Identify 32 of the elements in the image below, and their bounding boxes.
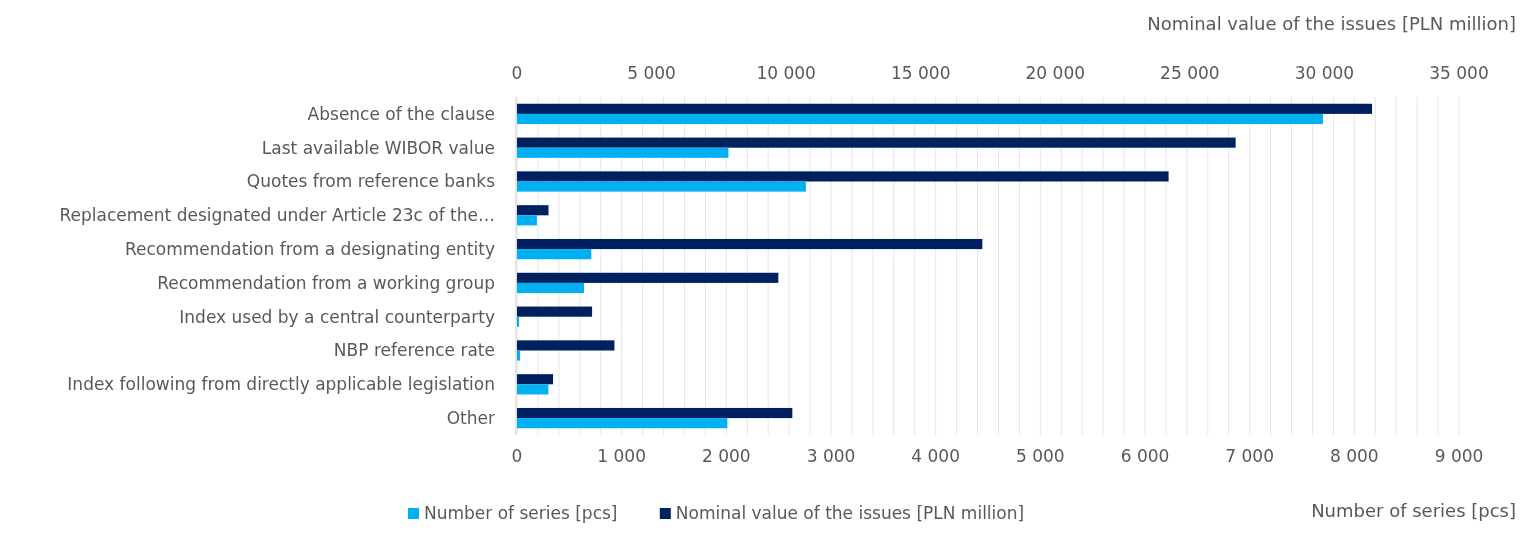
y-tick-label: Replacement designated under Article 23c of the… [59,205,495,226]
y-tick-label: NBP reference rate [333,340,495,361]
legend-label: Nominal value of the issues [PLN million] [675,503,1025,523]
x2-tick-label: 5 000 [627,63,676,83]
y-tick-label: Absence of the clause [307,103,495,124]
x2-axis-title: Nominal value of the issues [PLN million] [1147,13,1516,34]
x2-tick-label: 15 000 [890,63,951,83]
x2-tick-label: 25 000 [1160,63,1220,83]
y-tick-label: Index used by a central counterparty [179,306,495,327]
y-tick-label: Other [446,408,495,429]
x-tick-label: 4 000 [911,446,960,466]
x-tick-label: 1 000 [597,446,646,466]
x-tick-label: 7 000 [1225,446,1274,466]
x-tick-label: 0 [511,446,523,466]
y-tick-label: Recommendation from a working group [157,272,495,293]
x2-tick-label: 0 [511,63,523,83]
x-tick-label: 3 000 [806,446,856,466]
x2-tick-label: 10 000 [756,63,816,83]
y-tick-label: Last available WIBOR value [261,137,495,158]
x2-tick-label: 30 000 [1294,63,1355,83]
x-tick-label: 6 000 [1120,446,1170,466]
y-tick-label: Index following from directly applicable legislation [67,374,495,395]
x-tick-label: 5 000 [1016,446,1065,466]
x-axis-title: Number of series [pcs] [1311,500,1516,521]
x-tick-label: 8 000 [1330,446,1379,466]
y-tick-label: Recommendation from a designating entity [124,239,495,260]
x2-tick-label: 20 000 [1025,63,1086,83]
x2-tick-label: 35 000 [1429,63,1489,83]
y-tick-label: Quotes from reference banks [246,171,496,192]
x-tick-label: 9 000 [1434,446,1484,466]
legend-label: Number of series [pcs] [424,503,618,523]
x-tick-label: 2 000 [702,446,751,466]
